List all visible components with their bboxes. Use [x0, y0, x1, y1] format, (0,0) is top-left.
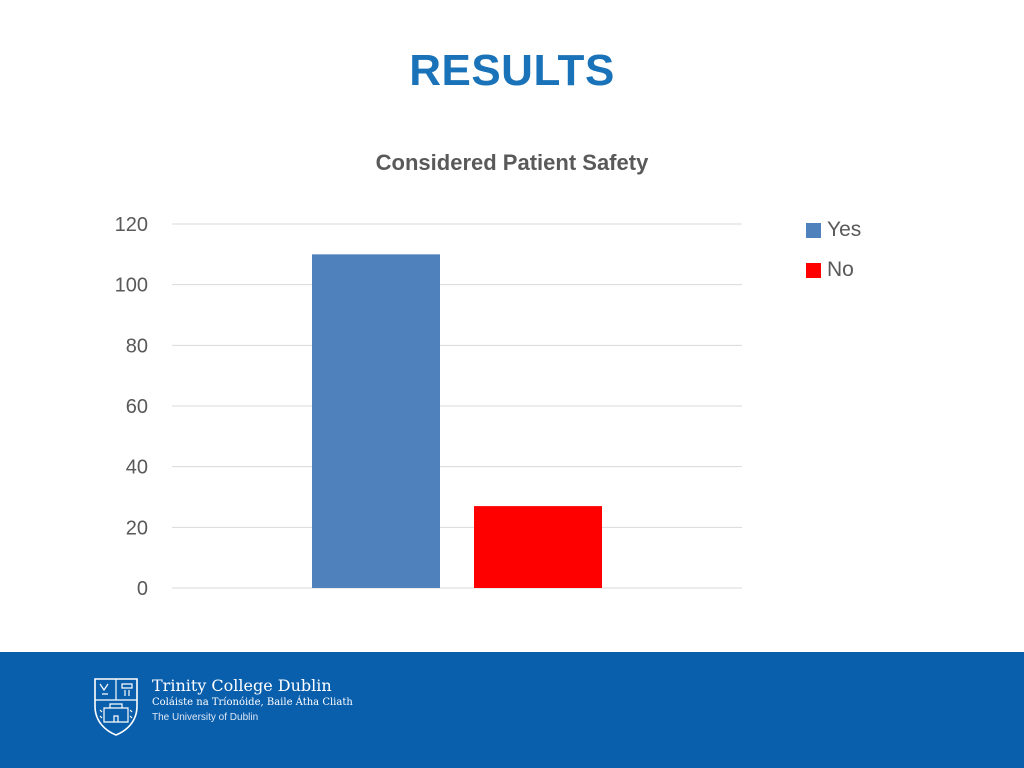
- legend-swatch-yes: [806, 222, 821, 238]
- org-name-irish: Coláiste na Tríonóide, Baile Átha Cliath: [152, 697, 353, 708]
- legend-label-yes: Yes: [827, 218, 862, 241]
- legend-swatch-no: [806, 262, 821, 278]
- y-tick-label: 80: [126, 335, 148, 357]
- y-tick-label: 120: [115, 214, 148, 236]
- legend-label-no: No: [827, 258, 854, 281]
- y-tick-label: 0: [137, 578, 148, 600]
- y-tick-label: 20: [126, 517, 148, 539]
- y-tick-label: 40: [126, 457, 148, 479]
- legend-item-yes: Yes: [806, 210, 861, 250]
- chart-title: Considered Patient Safety: [375, 150, 649, 175]
- bar-chart: 0 20 40 60 80 100 120: [115, 214, 742, 600]
- trinity-crest-icon: [94, 678, 138, 736]
- bar-no: [474, 506, 602, 588]
- org-name: Trinity College Dublin: [152, 676, 332, 695]
- y-tick-label: 100: [115, 275, 148, 297]
- footer-bar: Trinity College Dublin Coláiste na Tríon…: [0, 652, 1024, 768]
- slide-title: RESULTS: [409, 46, 615, 95]
- legend-item-no: No: [806, 250, 861, 290]
- bar-yes: [312, 254, 440, 589]
- y-tick-label: 60: [126, 396, 148, 418]
- org-subtitle: The University of Dublin: [152, 712, 259, 723]
- chart-legend: Yes No: [806, 210, 861, 290]
